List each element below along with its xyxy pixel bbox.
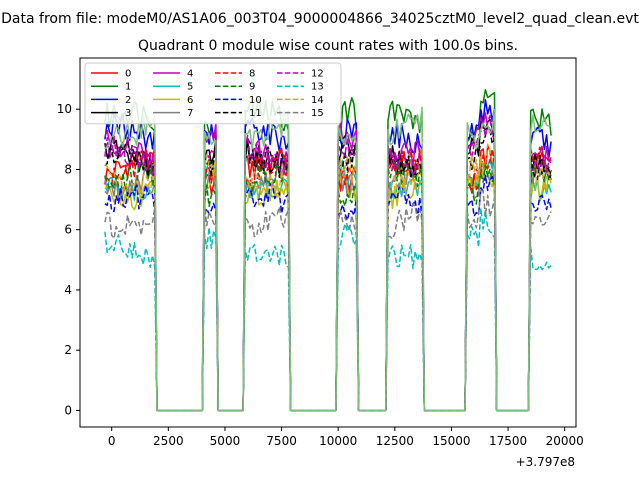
x-tick-label: 12500: [376, 434, 414, 448]
legend-label: 10: [249, 95, 262, 106]
x-tick-label: 7500: [266, 434, 297, 448]
y-tick-label: 0: [64, 403, 72, 417]
x-tick-label: 0: [108, 434, 116, 448]
series-line-9: [104, 161, 552, 412]
legend-label: 5: [187, 82, 193, 93]
y-tick-label: 6: [64, 223, 72, 237]
series-line: [104, 106, 552, 412]
legend-label: 12: [311, 69, 324, 80]
x-axis: 0 2500 5000 7500 10000 12500 15000 17500 20000: [108, 427, 584, 448]
legend-label: 13: [311, 82, 324, 93]
legend-label: 14: [311, 95, 324, 106]
y-tick-label: 8: [64, 162, 72, 176]
legend-label: 11: [249, 108, 262, 119]
legend-label: 7: [187, 108, 193, 119]
y-tick-label: 4: [64, 283, 72, 297]
legend-label: 4: [187, 69, 193, 80]
legend-label: 15: [311, 108, 324, 119]
legend-label: 6: [187, 95, 193, 106]
legend-label: 8: [249, 69, 255, 80]
x-tick-label: 10000: [319, 434, 357, 448]
figure-suptitle: Data from file: modeM0/AS1A06_003T04_900…: [1, 11, 639, 27]
legend-label: 3: [125, 108, 131, 119]
series-line-1: [104, 89, 552, 412]
series-line-13: [104, 207, 552, 412]
series-line-2: [104, 99, 552, 412]
axes-frame: [79, 57, 577, 428]
legend-frame: [84, 62, 342, 125]
x-tick-label: 20000: [546, 434, 584, 448]
x-tick-label: 2500: [153, 434, 184, 448]
legend-label: 1: [125, 82, 131, 93]
x-offset-label: +3.797e8: [516, 455, 575, 469]
chart-title: Quadrant 0 module wise count rates with …: [138, 38, 518, 54]
plot-lines: [104, 89, 552, 412]
legend-label: 2: [125, 95, 131, 106]
x-tick-label: 15000: [432, 434, 470, 448]
legend-label: 0: [125, 69, 131, 80]
series-line-10: [104, 174, 552, 412]
series-line-5: [104, 154, 552, 412]
y-tick-label: 2: [64, 343, 72, 357]
x-tick-label: 5000: [210, 434, 241, 448]
x-tick-label: 17500: [489, 434, 527, 448]
legend-label: 9: [249, 82, 255, 93]
y-axis: 0 2 4 6 8 10: [57, 102, 80, 417]
y-tick-label: 10: [57, 102, 72, 116]
